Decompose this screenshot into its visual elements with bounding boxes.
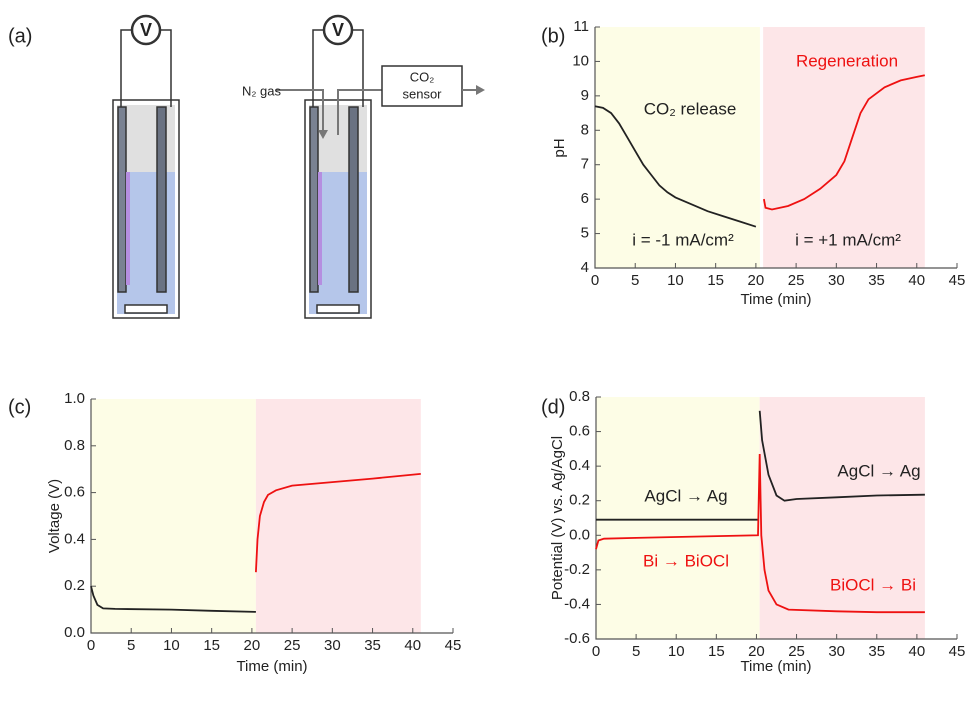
y-tick-label: 0.2 xyxy=(569,492,590,509)
x-tick-label: 0 xyxy=(592,643,600,660)
sensor-label: CO₂ xyxy=(410,69,435,84)
x-axis-label: Time (min) xyxy=(740,291,811,308)
y-axis-label: Potential (V) vs. Ag/AgCl xyxy=(549,436,566,600)
y-tick-label: 0.2 xyxy=(64,577,85,594)
x-tick-label: 25 xyxy=(284,637,301,654)
data-line xyxy=(595,453,925,614)
x-tick-label: 10 xyxy=(163,637,180,654)
x-tick-label: 30 xyxy=(828,643,845,660)
y-tick-label: 5 xyxy=(581,225,589,242)
x-tick-label: 15 xyxy=(203,637,220,654)
x-tick-label: 45 xyxy=(445,637,462,654)
data-line xyxy=(596,410,925,521)
annotation: Bi → BiOCl xyxy=(643,551,729,570)
x-tick-label: 15 xyxy=(707,272,724,289)
x-tick-label: 10 xyxy=(668,643,685,660)
x-axis-label: Time (min) xyxy=(236,658,307,675)
shaded-region xyxy=(759,397,925,639)
x-tick-label: 0 xyxy=(87,637,95,654)
y-tick-label: 0.0 xyxy=(569,526,590,543)
x-tick-label: 0 xyxy=(591,272,599,289)
panel-label: (d) xyxy=(541,396,565,418)
x-axis-label: Time (min) xyxy=(740,658,811,675)
x-tick-label: 40 xyxy=(404,637,421,654)
y-tick-label: 0.4 xyxy=(64,530,85,547)
y-tick-label: 0.8 xyxy=(64,437,85,454)
y-tick-label: 9 xyxy=(581,87,589,104)
data-line xyxy=(594,105,757,228)
x-tick-label: 35 xyxy=(868,272,885,289)
y-tick-label: -0.4 xyxy=(564,595,590,612)
x-tick-label: 20 xyxy=(748,643,765,660)
shaded-region xyxy=(763,27,925,268)
x-tick-label: 45 xyxy=(949,272,966,289)
y-tick-label: 1.0 xyxy=(64,390,85,407)
y-tick-label: 0.8 xyxy=(569,388,590,405)
voltmeter: V xyxy=(332,20,344,40)
x-tick-label: 30 xyxy=(324,637,341,654)
y-tick-label: 0.4 xyxy=(569,457,590,474)
y-axis-label: pH xyxy=(551,138,568,157)
x-tick-label: 35 xyxy=(868,643,885,660)
x-tick-label: 20 xyxy=(244,637,261,654)
shaded-region xyxy=(596,397,760,639)
x-tick-label: 30 xyxy=(828,272,845,289)
cell-left: V xyxy=(112,14,180,319)
y-tick-label: 0.6 xyxy=(64,484,85,501)
panel-label: (c) xyxy=(8,396,31,418)
y-tick-label: 7 xyxy=(581,156,589,173)
x-tick-label: 5 xyxy=(127,637,135,654)
panel-label: (a) xyxy=(8,25,32,47)
x-tick-label: 40 xyxy=(909,643,926,660)
x-tick-label: 20 xyxy=(748,272,765,289)
x-tick-label: 15 xyxy=(708,643,725,660)
data-line xyxy=(90,585,256,613)
y-axis-label: Voltage (V) xyxy=(46,479,63,553)
y-tick-label: 4 xyxy=(581,259,589,276)
annotation: BiOCl → Bi xyxy=(830,575,916,594)
y-tick-label: 0.6 xyxy=(569,423,590,440)
x-tick-label: 5 xyxy=(632,643,640,660)
y-tick-label: 11 xyxy=(573,18,589,35)
panel-label: (b) xyxy=(541,25,565,47)
annotation: AgCl → Ag xyxy=(837,461,920,480)
y-tick-label: 10 xyxy=(572,52,589,69)
shaded-region xyxy=(595,27,760,268)
x-tick-label: 5 xyxy=(631,272,639,289)
voltmeter: V xyxy=(140,20,152,40)
annotation: Regeneration xyxy=(796,51,898,70)
shaded-region xyxy=(91,399,256,633)
data-line xyxy=(763,74,925,211)
y-tick-label: 8 xyxy=(581,121,589,138)
sensor-label: sensor xyxy=(402,86,442,101)
x-tick-label: 40 xyxy=(908,272,925,289)
y-tick-label: -0.6 xyxy=(564,630,590,647)
y-tick-label: 0.0 xyxy=(64,624,85,641)
x-tick-label: 35 xyxy=(364,637,381,654)
x-tick-label: 25 xyxy=(788,643,805,660)
y-tick-label: 6 xyxy=(581,190,589,207)
annotation: i = +1 mA/cm² xyxy=(795,230,901,249)
data-line xyxy=(255,473,421,573)
annotation: CO₂ release xyxy=(644,99,737,118)
cell-right: V N₂ gas CO₂ sensor xyxy=(242,14,485,319)
cell-diagram: (a) V V N₂ gas CO₂ sensor xyxy=(8,14,485,319)
shaded-region xyxy=(255,399,421,633)
x-tick-label: 45 xyxy=(949,643,966,660)
y-tick-label: -0.2 xyxy=(564,561,590,578)
x-tick-label: 25 xyxy=(788,272,805,289)
x-tick-label: 10 xyxy=(667,272,684,289)
annotation: AgCl → Ag xyxy=(644,486,727,505)
annotation: i = -1 mA/cm² xyxy=(632,230,734,249)
gas-label: N₂ gas xyxy=(242,83,282,98)
